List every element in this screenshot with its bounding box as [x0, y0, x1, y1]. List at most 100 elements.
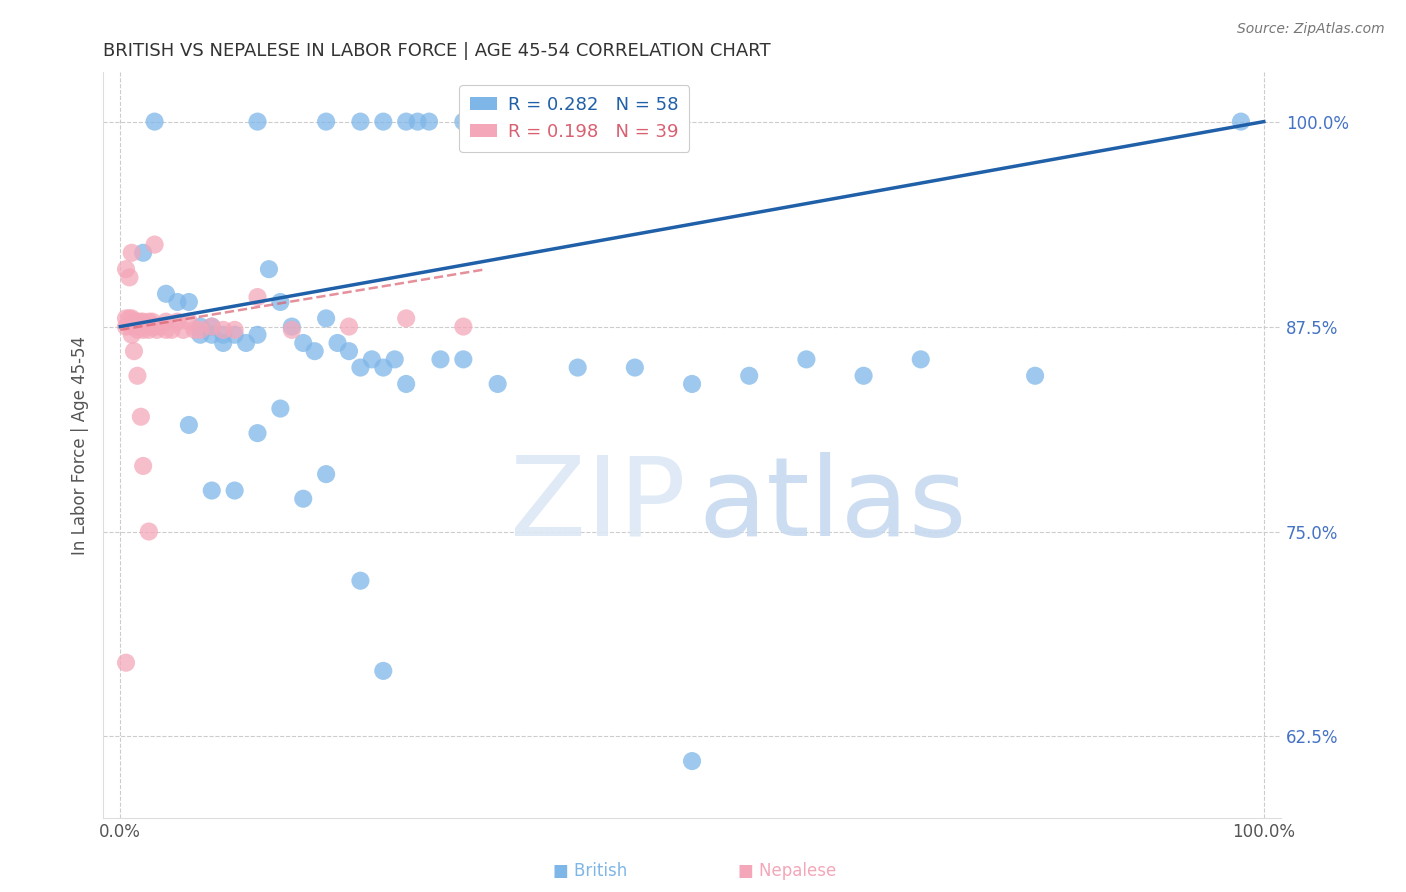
Point	[246, 426, 269, 441]
Point	[132, 245, 155, 260]
Point	[122, 344, 145, 359]
Y-axis label: In Labor Force | Age 45-54: In Labor Force | Age 45-54	[72, 336, 89, 555]
Point	[143, 114, 166, 128]
Point	[269, 295, 291, 310]
Point	[115, 319, 138, 334]
Point	[544, 114, 567, 128]
Point	[166, 315, 188, 329]
Point	[201, 319, 224, 334]
Point	[127, 323, 149, 337]
Point	[681, 754, 703, 768]
Legend: R = 0.282   N = 58, R = 0.198   N = 39: R = 0.282 N = 58, R = 0.198 N = 39	[460, 85, 689, 152]
Point	[127, 368, 149, 383]
Point	[127, 315, 149, 329]
Point	[406, 114, 429, 128]
Point	[138, 315, 160, 329]
Point	[1230, 114, 1253, 128]
Point	[212, 335, 235, 350]
Point	[122, 315, 145, 329]
Point	[224, 327, 246, 342]
Point	[129, 409, 152, 424]
Point	[349, 574, 371, 588]
Point	[160, 323, 183, 337]
Point	[143, 319, 166, 334]
Point	[349, 360, 371, 375]
Point	[177, 417, 200, 432]
Point	[349, 114, 371, 128]
Point	[246, 327, 269, 342]
Point	[910, 352, 932, 367]
Point	[453, 319, 475, 334]
Point	[188, 323, 211, 337]
Point	[141, 315, 163, 329]
Point	[395, 376, 418, 391]
Point	[796, 352, 818, 367]
Point	[373, 664, 395, 678]
Point	[681, 376, 703, 391]
Text: ■ Nepalese: ■ Nepalese	[738, 862, 837, 880]
Text: atlas: atlas	[697, 451, 966, 558]
Point	[1024, 368, 1046, 383]
Point	[224, 483, 246, 498]
Point	[304, 344, 326, 359]
Point	[146, 323, 169, 337]
Point	[395, 311, 418, 326]
Point	[292, 335, 315, 350]
Point	[177, 315, 200, 329]
Point	[429, 352, 451, 367]
Point	[212, 327, 235, 342]
Point	[373, 114, 395, 128]
Point	[292, 491, 315, 506]
Point	[132, 323, 155, 337]
Point	[201, 319, 224, 334]
Point	[149, 319, 172, 334]
Text: ZIP: ZIP	[510, 451, 686, 558]
Text: Source: ZipAtlas.com: Source: ZipAtlas.com	[1237, 22, 1385, 37]
Point	[453, 114, 475, 128]
Point	[246, 114, 269, 128]
Point	[281, 323, 304, 337]
Point	[337, 344, 360, 359]
Point	[246, 290, 269, 304]
Point	[453, 352, 475, 367]
Point	[326, 335, 349, 350]
Point	[138, 524, 160, 539]
Point	[118, 311, 141, 326]
Point	[315, 311, 337, 326]
Point	[201, 327, 224, 342]
Point	[235, 335, 257, 350]
Point	[315, 114, 337, 128]
Point	[183, 323, 205, 337]
Point	[129, 315, 152, 329]
Point	[121, 319, 143, 334]
Point	[155, 315, 177, 329]
Point	[624, 360, 647, 375]
Text: BRITISH VS NEPALESE IN LABOR FORCE | AGE 45-54 CORRELATION CHART: BRITISH VS NEPALESE IN LABOR FORCE | AGE…	[103, 42, 770, 60]
Point	[138, 323, 160, 337]
Point	[118, 270, 141, 285]
Point	[132, 458, 155, 473]
Point	[143, 319, 166, 334]
Point	[121, 245, 143, 260]
Point	[395, 114, 418, 128]
Point	[373, 360, 395, 375]
Point	[567, 360, 589, 375]
Point	[121, 311, 143, 326]
Point	[738, 368, 761, 383]
Point	[212, 323, 235, 337]
Point	[188, 319, 211, 334]
Point	[134, 319, 156, 334]
Point	[360, 352, 382, 367]
Point	[121, 327, 143, 342]
Point	[166, 295, 188, 310]
Point	[337, 319, 360, 334]
Point	[115, 311, 138, 326]
Point	[384, 352, 406, 367]
Point	[127, 319, 149, 334]
Point	[188, 327, 211, 342]
Point	[257, 262, 280, 277]
Point	[486, 376, 509, 391]
Point	[418, 114, 440, 128]
Point	[281, 319, 304, 334]
Point	[132, 315, 155, 329]
